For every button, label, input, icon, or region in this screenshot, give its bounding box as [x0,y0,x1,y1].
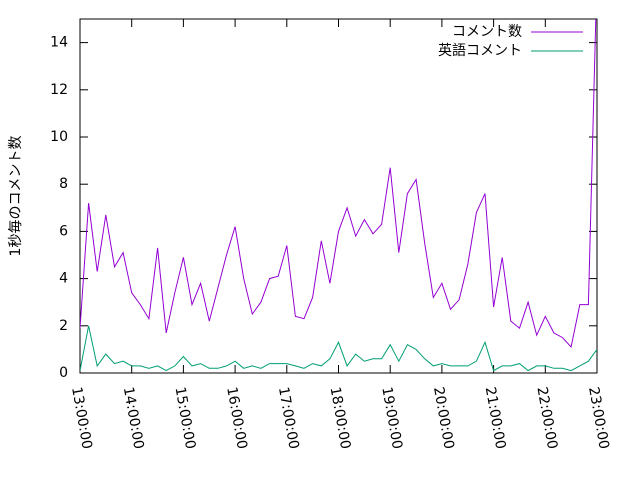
x-tick-label: 16:00:00 [223,386,250,451]
y-tick-label: 6 [59,223,68,239]
plot-area [80,19,597,372]
x-tick-label: 17:00:00 [275,386,302,451]
x-tick-label: 23:00:00 [585,386,612,451]
x-tick-label: 19:00:00 [378,386,405,451]
y-tick-label: 8 [59,176,68,192]
series-line [80,19,597,349]
plot-border [79,18,598,374]
x-tick-label: 18:00:00 [327,386,354,451]
x-tick-label: 21:00:00 [482,386,509,451]
x-tick-label: 20:00:00 [430,386,457,451]
y-tick-label: 4 [59,271,68,287]
y-tick-label: 12 [50,82,68,98]
x-tick-label: 14:00:00 [120,386,147,451]
x-tick-label: 13:00:00 [68,386,95,451]
y-tick-label: 0 [59,365,68,381]
y-tick-label: 10 [50,129,68,145]
y-tick-label: 2 [59,318,68,334]
series-line [80,325,597,372]
x-tick-label: 15:00:00 [172,386,199,451]
y-tick-label: 14 [50,35,68,51]
x-tick-label: 22:00:00 [533,386,560,451]
legend-label: コメント数 [452,24,522,40]
y-axis-label: 1秒毎のコメント数 [8,136,24,257]
legend-label: 英語コメント [438,42,522,59]
